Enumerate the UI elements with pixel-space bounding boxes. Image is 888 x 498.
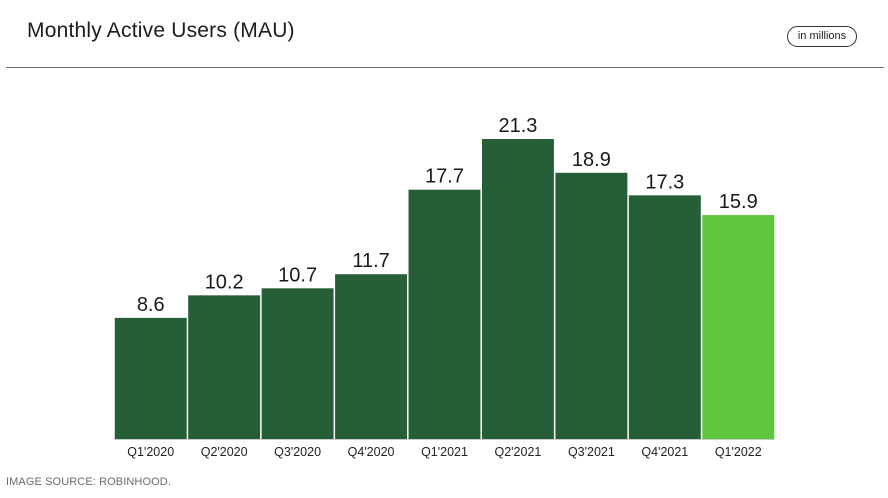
x-tick-label: Q4'2021: [641, 445, 688, 459]
image-source-credit: IMAGE SOURCE: ROBINHOOD.: [6, 476, 171, 488]
chart-title: Monthly Active Users (MAU): [27, 19, 295, 42]
x-tick-label: Q1'2020: [127, 445, 174, 459]
bar-value-label: 18.9: [572, 149, 611, 171]
bar-q1-2020: [114, 317, 187, 439]
bar-value-label: 15.9: [719, 191, 758, 213]
x-tick-label: Q1'2022: [715, 445, 762, 459]
bar-q1-2021: [408, 189, 481, 439]
bar-value-label: 17.3: [645, 171, 684, 193]
x-tick-label: Q2'2021: [495, 445, 542, 459]
value-labels-group: 8.6 10.2 10.7 11.7 17.7 21.3 18.9 17.3 15.9: [137, 115, 758, 316]
bar-value-label: 8.6: [137, 294, 165, 316]
bar-chart: 8.6 10.2 10.7 11.7 17.7 21.3 18.9 17.3 15.9 Q1'2…: [114, 115, 775, 459]
x-tick-label: Q2'2020: [201, 445, 248, 459]
bar-value-label: 17.7: [425, 166, 464, 188]
x-tick-label: Q3'2020: [274, 445, 321, 459]
bar-q3-2020: [261, 288, 334, 439]
bar-q4-2020: [335, 274, 408, 439]
bars-group: [114, 139, 775, 440]
bar-q2-2020: [188, 295, 261, 439]
bar-q3-2021: [555, 172, 628, 440]
bar-q2-2021: [481, 139, 554, 439]
bar-value-label: 10.2: [205, 271, 244, 293]
x-tick-label: Q4'2020: [348, 445, 395, 459]
x-axis-tick-labels: Q1'2020 Q2'2020 Q3'2020 Q4'2020 Q1'2021 Q2'20…: [127, 445, 761, 459]
x-tick-label: Q1'2021: [421, 445, 468, 459]
bar-q1-2022: [702, 215, 775, 439]
bar-value-label: 10.7: [278, 264, 317, 286]
unit-badge: in millions: [787, 26, 857, 47]
x-tick-label: Q3'2021: [568, 445, 615, 459]
bar-value-label: 11.7: [352, 250, 389, 272]
bar-value-label: 21.3: [498, 115, 537, 137]
header-divider: [6, 67, 884, 68]
bar-q4-2021: [628, 195, 701, 439]
